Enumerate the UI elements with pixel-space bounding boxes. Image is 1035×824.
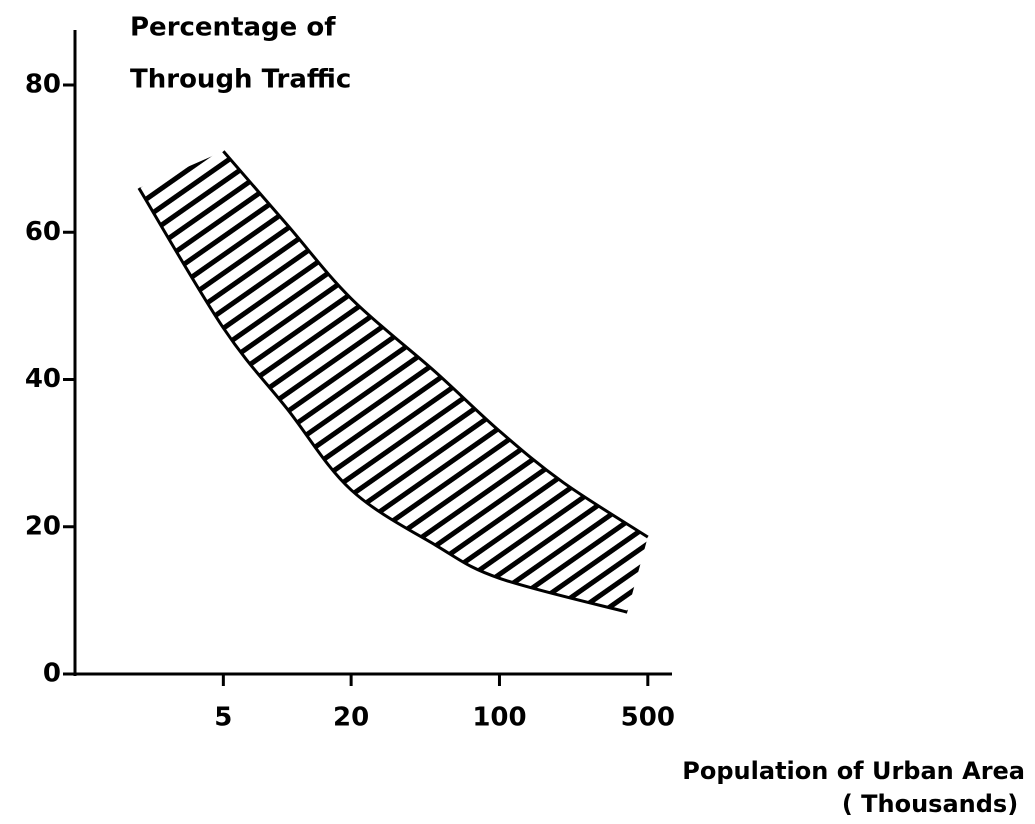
y-tick-label: 80	[25, 70, 61, 100]
x-tick-label: 20	[333, 703, 369, 733]
x-tick-label: 500	[621, 703, 675, 733]
y-tick-label: 40	[25, 364, 61, 394]
curve	[222, 150, 649, 539]
hatch-band	[138, 151, 648, 613]
x-tick-label: 5	[214, 703, 232, 733]
x-axis-label: Population of Urban Area	[682, 757, 1025, 785]
x-tick-label: 100	[472, 703, 526, 733]
y-axis-label: Through Traffic	[130, 65, 351, 95]
x-axis-label: ( Thousands)	[842, 790, 1018, 818]
curve	[137, 187, 628, 614]
y-axis-label: Percentage of	[130, 13, 336, 43]
y-tick-label: 20	[25, 511, 61, 541]
y-tick-label: 60	[25, 217, 61, 247]
y-tick-label: 0	[43, 659, 61, 689]
